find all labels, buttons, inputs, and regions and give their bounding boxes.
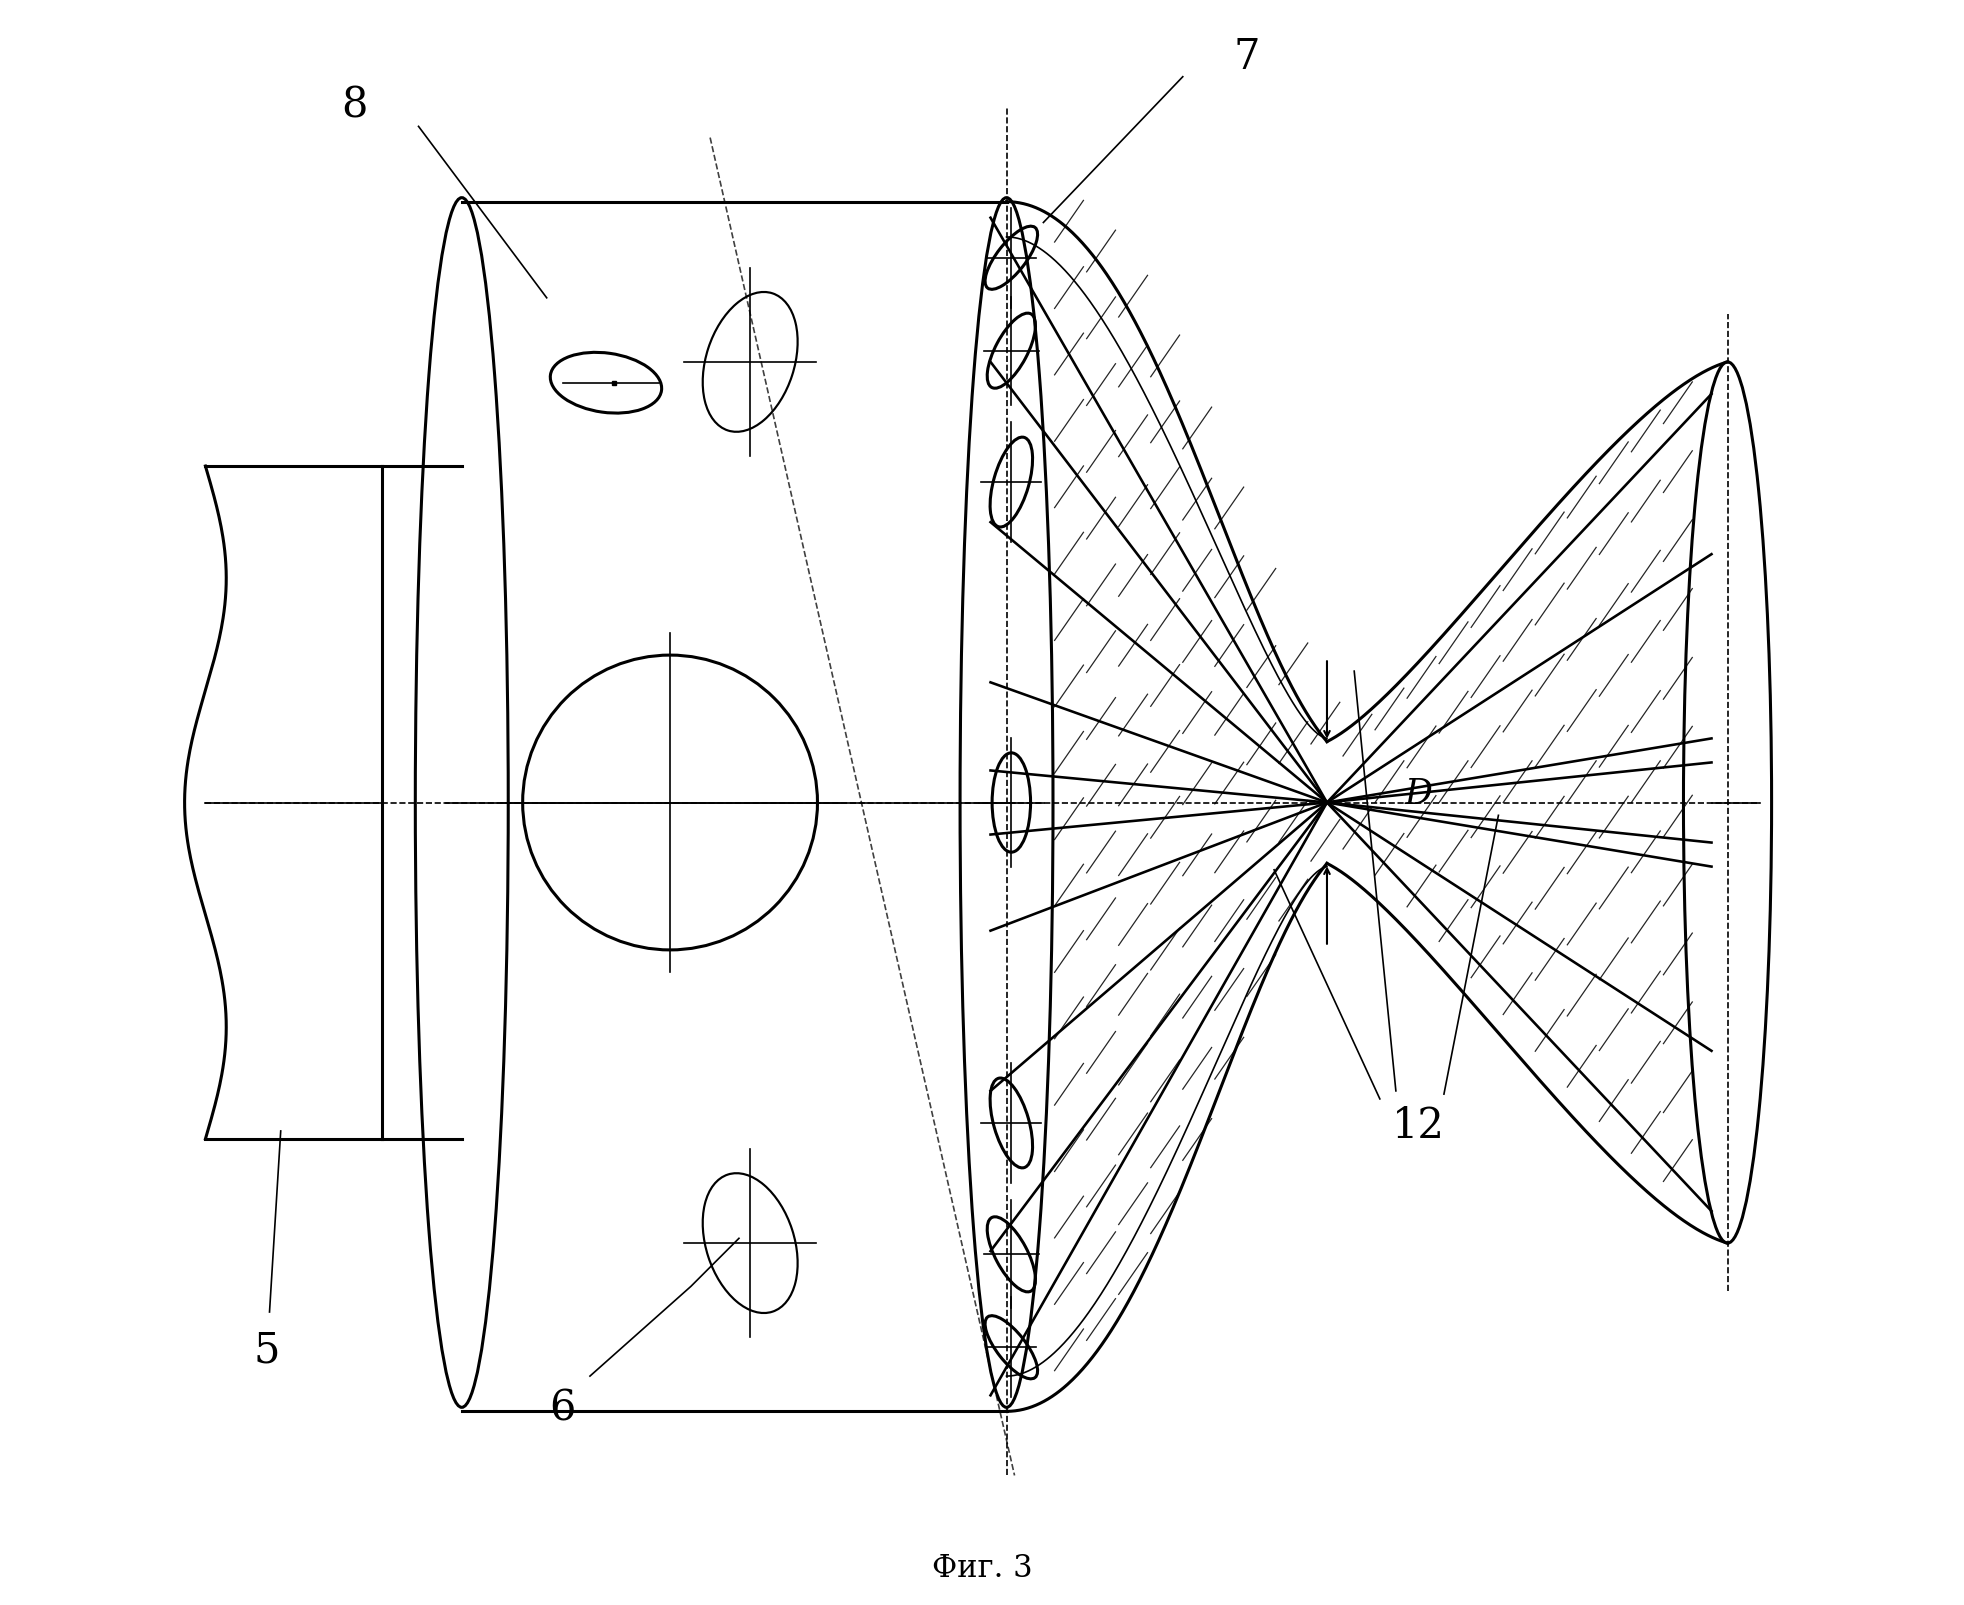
Text: 6: 6	[550, 1387, 575, 1428]
Text: 7: 7	[1233, 37, 1259, 79]
Text: 5: 5	[253, 1329, 279, 1371]
Text: 12: 12	[1391, 1106, 1444, 1148]
Text: 8: 8	[342, 85, 367, 127]
Text: Фиг. 3: Фиг. 3	[931, 1554, 1033, 1584]
Text: D: D	[1404, 777, 1432, 812]
